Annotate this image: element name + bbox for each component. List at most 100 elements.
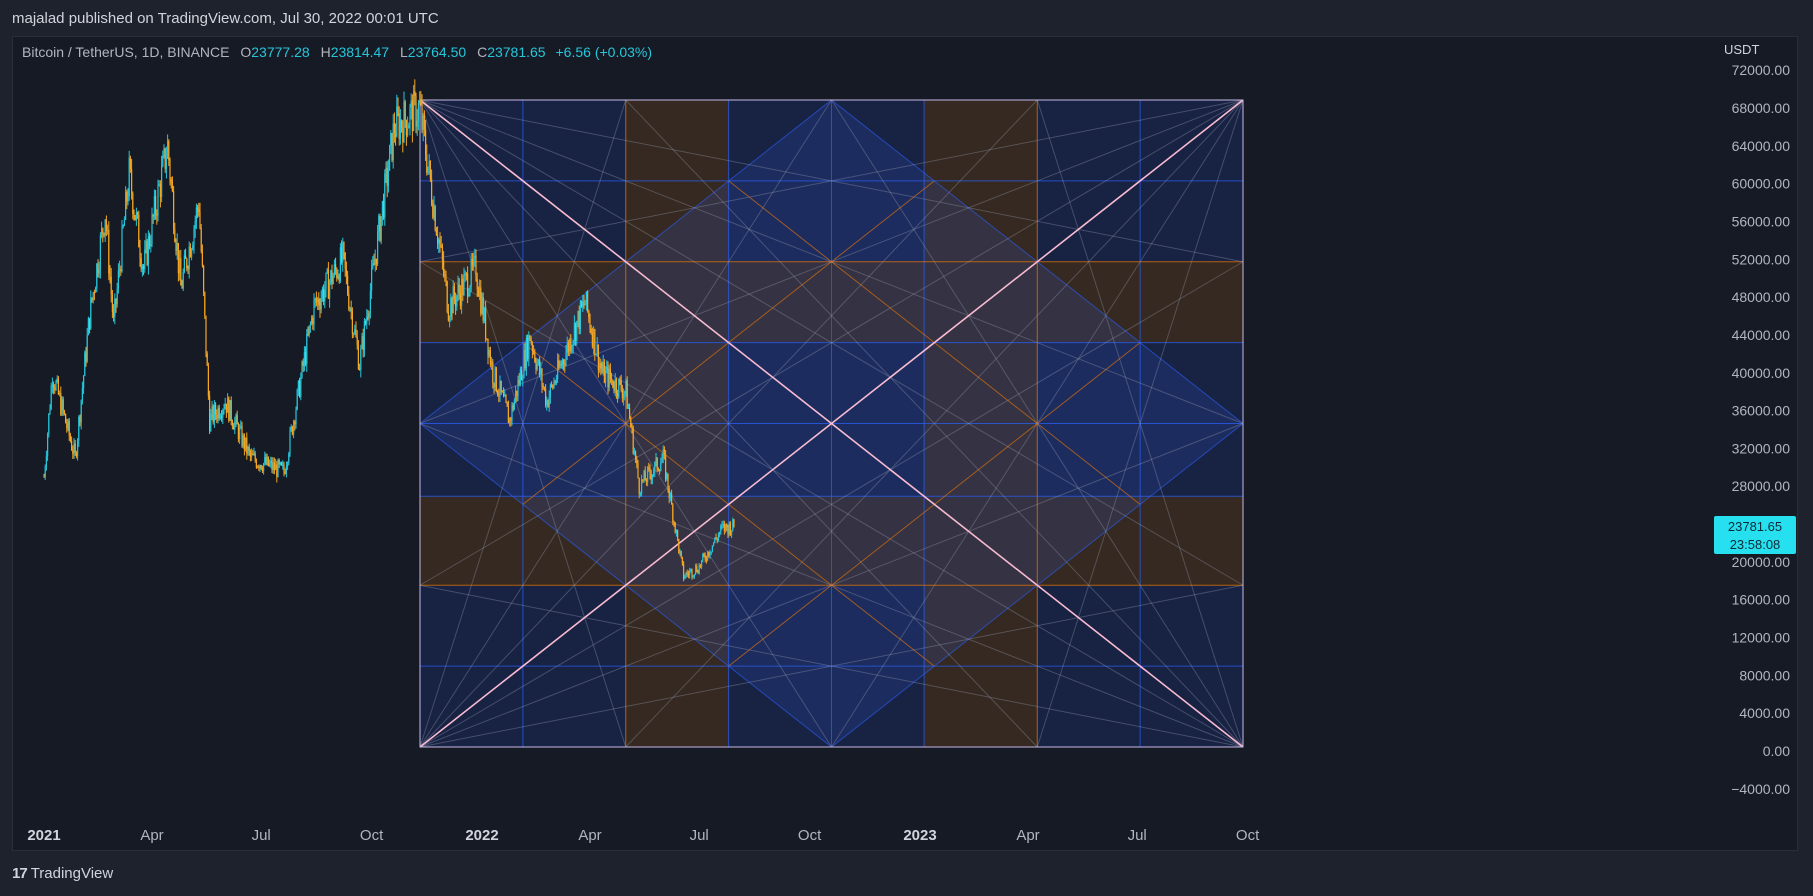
candle-body <box>115 298 117 305</box>
candle-body <box>392 123 394 161</box>
candle-body <box>173 191 175 230</box>
candle-body <box>581 301 583 307</box>
price-tick: 52000.00 <box>1732 251 1791 267</box>
candle-body <box>569 339 571 352</box>
candle-body <box>673 521 675 523</box>
candle-body <box>647 467 649 483</box>
candle-body <box>665 455 667 480</box>
candle-body <box>663 449 665 456</box>
time-axis: 2021 Apr Jul Oct 2022 Apr Jul Oct 2023 Apr Jul Oct <box>27 827 1260 844</box>
candle-body <box>641 479 643 494</box>
candle-body <box>477 289 479 297</box>
candle-body <box>297 380 299 391</box>
candle-body <box>90 297 92 329</box>
footer-bar <box>0 851 1813 896</box>
candle-body <box>449 317 451 321</box>
candle-body <box>554 381 556 383</box>
candle-body <box>450 298 452 318</box>
candle-body <box>338 275 340 282</box>
candle-body <box>234 421 236 430</box>
tradingview-brand[interactable]: 17 TradingView <box>12 865 113 882</box>
price-tick: 0.00 <box>1763 743 1790 759</box>
candle-body <box>426 155 428 173</box>
candle-body <box>270 460 272 464</box>
publish-bar: majalad published on TradingView.com, Ju… <box>0 0 1813 36</box>
candle-body <box>645 480 647 483</box>
candle-body <box>469 286 471 294</box>
candle-body <box>93 292 95 294</box>
candle-body <box>511 405 513 421</box>
candle-body <box>707 551 709 561</box>
gann-fan <box>419 99 1038 748</box>
candle-body <box>582 302 584 307</box>
candle-body <box>252 453 254 456</box>
candle-body <box>600 363 602 368</box>
candle-body <box>109 273 111 277</box>
gann-fan <box>1036 99 1244 748</box>
time-tick: Apr <box>1016 827 1039 844</box>
candle-body <box>45 456 47 468</box>
candle-body <box>86 335 88 362</box>
candle-body <box>351 310 353 334</box>
candle-body <box>361 336 363 349</box>
candle-body <box>620 380 622 391</box>
candle-body <box>225 403 227 413</box>
gann-fan <box>419 99 832 748</box>
candle-body <box>391 133 393 161</box>
price-tick: 20000.00 <box>1732 554 1791 570</box>
gann-cell <box>1140 423 1243 497</box>
candle-body <box>575 323 577 341</box>
candle-body <box>403 101 405 143</box>
candle-body <box>536 363 538 370</box>
candle-body <box>488 349 490 357</box>
price-tick: 16000.00 <box>1732 592 1791 608</box>
candle-body <box>206 353 208 366</box>
candle-body <box>301 361 303 378</box>
candle-body <box>193 228 195 246</box>
candle-body <box>241 425 243 447</box>
price-tick: 32000.00 <box>1732 440 1791 456</box>
candle-body <box>331 270 333 284</box>
candle-body <box>583 302 585 306</box>
candle-body <box>359 368 361 370</box>
symbol-title[interactable]: Bitcoin / TetherUS, 1D, BINANCE <box>22 44 230 60</box>
time-tick: Jul <box>252 827 271 844</box>
candle-body <box>125 191 127 220</box>
candle-body <box>455 298 457 307</box>
candle-body <box>389 145 391 171</box>
candle-body <box>527 337 529 360</box>
candle-body <box>254 453 256 461</box>
candle-body <box>50 386 52 409</box>
candle-body <box>281 462 283 466</box>
candle-body <box>463 276 465 296</box>
candle-body <box>515 390 517 401</box>
gann-box-drawing <box>419 99 1244 748</box>
candle-body <box>91 297 93 301</box>
gann-cell <box>625 666 729 747</box>
candle-body <box>260 465 262 469</box>
candle-body <box>561 359 563 366</box>
candle-body <box>174 229 176 242</box>
candle-body <box>714 537 716 543</box>
candle-body <box>143 266 145 270</box>
candle-body <box>223 408 225 411</box>
candle-body <box>612 379 614 388</box>
candle-body <box>567 342 569 352</box>
close-value: 23781.65 <box>487 44 546 60</box>
candle-body <box>323 288 325 302</box>
candle-body <box>224 403 226 409</box>
gann-fan <box>419 584 1244 748</box>
candle-body <box>635 452 637 459</box>
candle-body <box>457 284 459 296</box>
candle-body <box>296 390 298 410</box>
candle-body <box>294 421 296 425</box>
candle-body <box>145 241 147 250</box>
current-price-label: 23781.65 <box>1728 519 1782 534</box>
candle-body <box>312 317 314 325</box>
candle-body <box>534 351 536 362</box>
gann-cell <box>625 423 729 497</box>
candle-body <box>324 289 326 302</box>
candle-body <box>236 415 238 425</box>
candle-body <box>638 477 640 494</box>
